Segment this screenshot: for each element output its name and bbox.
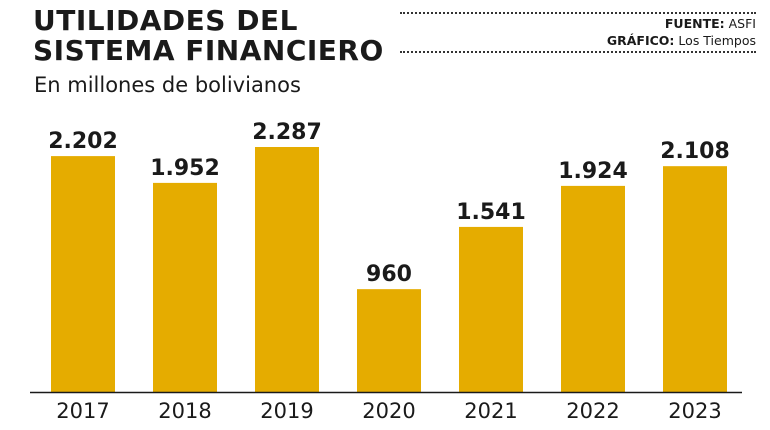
chart-subtitle: En millones de bolivianos xyxy=(34,73,301,97)
chart-title-line-2: SISTEMA FINANCIERO xyxy=(33,34,384,67)
graphic-value: Los Tiempos xyxy=(678,33,756,48)
graphic-credit: GRÁFICO: Los Tiempos xyxy=(607,32,756,49)
data-label-2018: 1.952 xyxy=(150,156,220,181)
x-tick-2023: 2023 xyxy=(668,399,721,423)
x-tick-2017: 2017 xyxy=(56,399,109,423)
dotted-rule-top xyxy=(400,12,756,14)
data-label-2021: 1.541 xyxy=(456,200,526,225)
bar-2021 xyxy=(459,226,523,392)
source-value: ASFI xyxy=(728,16,756,31)
data-label-2017: 2.202 xyxy=(48,129,118,154)
x-tick-2021: 2021 xyxy=(464,399,517,423)
data-label-2019: 2.287 xyxy=(252,120,322,145)
data-label-2020: 960 xyxy=(366,262,412,287)
bar-2019 xyxy=(255,147,319,392)
source-label: FUENTE: xyxy=(664,16,725,31)
x-tick-2019: 2019 xyxy=(260,399,313,423)
x-tick-2022: 2022 xyxy=(566,399,619,423)
bar-2022 xyxy=(561,185,625,392)
data-label-2023: 2.108 xyxy=(660,139,730,164)
source-credit: FUENTE: ASFI xyxy=(607,15,756,32)
chart-title-line-1: UTILIDADES DEL xyxy=(33,4,298,37)
data-label-2022: 1.924 xyxy=(558,159,628,184)
graphic-label: GRÁFICO: xyxy=(606,33,675,48)
bar-2017 xyxy=(51,156,115,392)
bar-2020 xyxy=(357,289,421,392)
dotted-rule-bottom xyxy=(400,51,756,53)
x-tick-2020: 2020 xyxy=(362,399,415,423)
bar-2018 xyxy=(153,182,217,392)
bar-2023 xyxy=(663,166,727,392)
x-tick-2018: 2018 xyxy=(158,399,211,423)
chart-title: UTILIDADES DEL SISTEMA FINANCIERO xyxy=(33,6,384,66)
credits-block: FUENTE: ASFI GRÁFICO: Los Tiempos xyxy=(607,15,756,49)
